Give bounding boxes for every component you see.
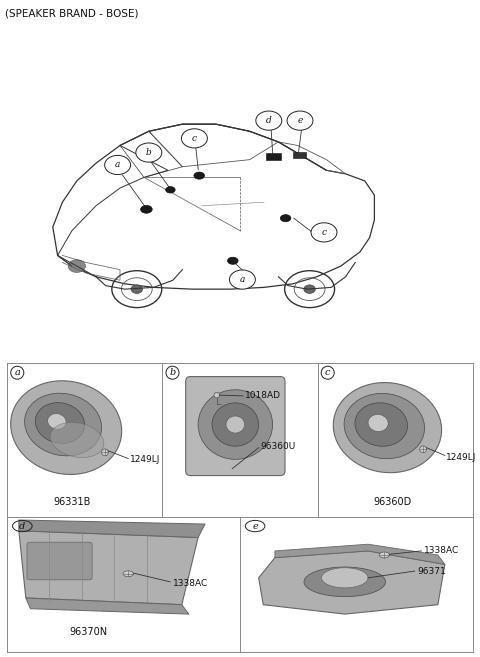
Circle shape xyxy=(256,111,282,130)
Text: d: d xyxy=(266,116,272,125)
FancyBboxPatch shape xyxy=(27,542,92,580)
Circle shape xyxy=(379,552,389,558)
Polygon shape xyxy=(19,520,205,537)
Text: 96360D: 96360D xyxy=(373,497,411,507)
Ellipse shape xyxy=(166,187,175,193)
Ellipse shape xyxy=(212,403,259,446)
Text: c: c xyxy=(325,368,330,377)
FancyBboxPatch shape xyxy=(186,376,285,476)
Ellipse shape xyxy=(11,381,121,474)
Ellipse shape xyxy=(198,390,273,459)
Circle shape xyxy=(102,449,108,456)
Ellipse shape xyxy=(194,172,204,179)
Circle shape xyxy=(68,260,85,273)
Polygon shape xyxy=(275,544,445,564)
Ellipse shape xyxy=(228,257,238,264)
Text: 96370N: 96370N xyxy=(70,627,108,637)
Circle shape xyxy=(304,285,315,294)
Text: 1249LJ: 1249LJ xyxy=(446,453,477,461)
Text: b: b xyxy=(169,368,176,377)
Text: 1249LJ: 1249LJ xyxy=(130,455,160,464)
Circle shape xyxy=(105,156,131,175)
Ellipse shape xyxy=(280,215,291,222)
Circle shape xyxy=(287,111,313,130)
Ellipse shape xyxy=(355,403,408,446)
Text: a: a xyxy=(14,368,20,377)
Text: b: b xyxy=(146,148,152,157)
Circle shape xyxy=(214,392,219,398)
Bar xyxy=(266,153,281,160)
Circle shape xyxy=(229,270,255,289)
Text: 1018AD: 1018AD xyxy=(245,391,281,399)
Text: e: e xyxy=(297,116,303,125)
Ellipse shape xyxy=(344,394,424,459)
Text: d: d xyxy=(19,522,25,531)
Text: c: c xyxy=(192,134,197,143)
Ellipse shape xyxy=(333,382,442,472)
Text: 96371: 96371 xyxy=(417,566,445,576)
Ellipse shape xyxy=(36,403,84,443)
Text: a: a xyxy=(115,160,120,170)
Polygon shape xyxy=(259,551,445,614)
Text: 96331B: 96331B xyxy=(54,497,91,507)
Ellipse shape xyxy=(48,414,66,429)
Circle shape xyxy=(131,285,143,294)
Text: (SPEAKER BRAND - BOSE): (SPEAKER BRAND - BOSE) xyxy=(5,9,138,19)
Ellipse shape xyxy=(322,568,368,588)
Ellipse shape xyxy=(141,206,152,214)
Circle shape xyxy=(136,143,162,162)
Bar xyxy=(293,152,306,158)
Ellipse shape xyxy=(226,416,245,433)
Text: 96360U: 96360U xyxy=(260,442,295,451)
Circle shape xyxy=(123,571,133,577)
Text: a: a xyxy=(240,275,245,284)
Text: c: c xyxy=(322,228,326,237)
Ellipse shape xyxy=(24,394,102,456)
Ellipse shape xyxy=(304,567,385,597)
Ellipse shape xyxy=(368,415,388,432)
Text: 1338AC: 1338AC xyxy=(172,579,208,588)
Circle shape xyxy=(420,446,427,453)
Text: 1338AC: 1338AC xyxy=(424,546,459,555)
Polygon shape xyxy=(19,531,198,604)
Ellipse shape xyxy=(50,422,104,457)
Polygon shape xyxy=(26,598,189,614)
Text: e: e xyxy=(252,522,258,531)
Circle shape xyxy=(311,223,337,242)
Circle shape xyxy=(181,129,207,148)
